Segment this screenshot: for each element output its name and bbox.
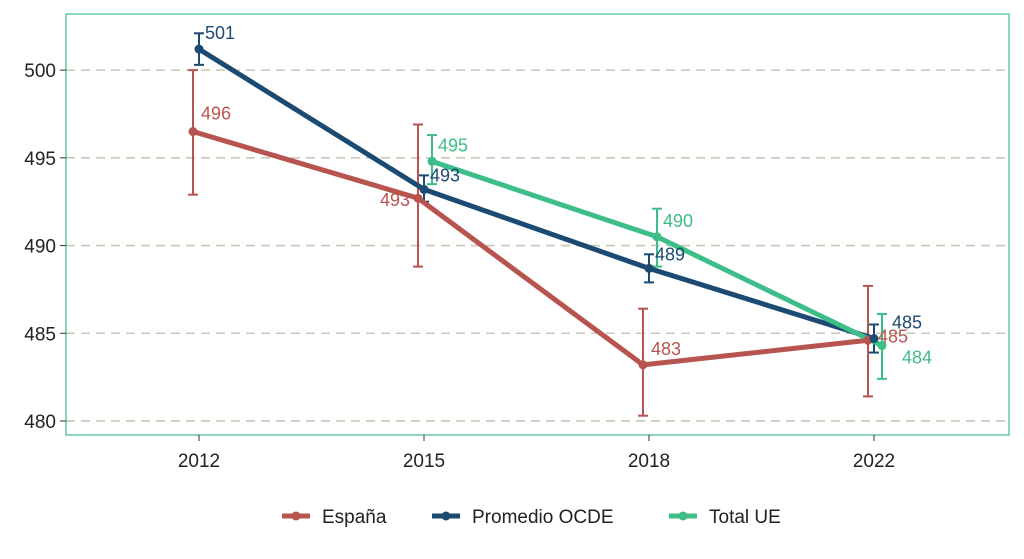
x-axis: 2012 2015 2018 2022 — [178, 435, 895, 472]
x-tick-label-2015: 2015 — [403, 451, 445, 472]
point-total-ue-2018 — [652, 232, 662, 242]
data-label-promedio-ocde-2015: 493 — [430, 165, 460, 185]
legend-label: España — [322, 507, 387, 528]
data-label-espa-a-2022: 485 — [878, 326, 908, 346]
point-total-ue-2015 — [427, 156, 437, 166]
point-promedio-ocde-2018 — [644, 263, 654, 273]
point-promedio-ocde-2015 — [419, 184, 429, 194]
series-line-promedio-ocde — [196, 46, 877, 342]
data-label-total-ue-2018: 490 — [663, 211, 693, 231]
point-total-ue-2022 — [877, 341, 887, 351]
x-tick-label-2012: 2012 — [178, 451, 220, 472]
legend-swatch-point — [678, 511, 688, 521]
data-label-promedio-ocde-2012: 501 — [205, 23, 235, 43]
y-tick-label-480: 480 — [24, 412, 56, 433]
point-espa-a-2015 — [413, 193, 423, 203]
point-espa-a-2018 — [638, 360, 648, 370]
y-tick-label-490: 490 — [24, 237, 56, 258]
legend-label: Total UE — [709, 507, 781, 528]
legend-item-espa-a: España — [282, 507, 387, 528]
y-tick-label-485: 485 — [24, 324, 56, 345]
y-tick-label-500: 500 — [24, 61, 56, 82]
legend: España Promedio OCDE Total UE — [282, 507, 781, 528]
legend-swatch-point — [441, 511, 451, 521]
legend-item-promedio-ocde: Promedio OCDE — [432, 507, 614, 528]
data-label-promedio-ocde-2022: 485 — [892, 313, 922, 333]
y-tick-label-495: 495 — [24, 149, 56, 170]
x-tick-label-2022: 2022 — [853, 451, 895, 472]
point-promedio-ocde-2012 — [194, 44, 204, 54]
plot-frame — [65, 13, 1010, 436]
data-label-promedio-ocde-2018: 489 — [655, 244, 685, 264]
data-points — [188, 44, 887, 370]
y-axis: 480 485 490 495 500 — [24, 61, 66, 433]
error-bars — [188, 32, 887, 417]
x-tick-label-2018: 2018 — [628, 451, 670, 472]
data-label-espa-a-2018: 483 — [651, 339, 681, 359]
data-labels: 496 493 483 485 501 493 489 485 495 490 484 — [201, 23, 932, 367]
legend-swatch-point — [291, 511, 301, 521]
data-label-espa-a-2015: 493 — [380, 190, 410, 210]
legend-item-total-ue: Total UE — [669, 507, 781, 528]
point-promedio-ocde-2022 — [869, 334, 879, 344]
point-espa-a-2012 — [188, 127, 198, 137]
data-label-total-ue-2022: 484 — [902, 348, 932, 368]
series-line-espa-a — [190, 129, 871, 368]
data-label-espa-a-2012: 496 — [201, 104, 231, 124]
legend-label: Promedio OCDE — [472, 507, 614, 528]
series-lines — [190, 46, 885, 368]
data-label-total-ue-2015: 495 — [438, 135, 468, 155]
